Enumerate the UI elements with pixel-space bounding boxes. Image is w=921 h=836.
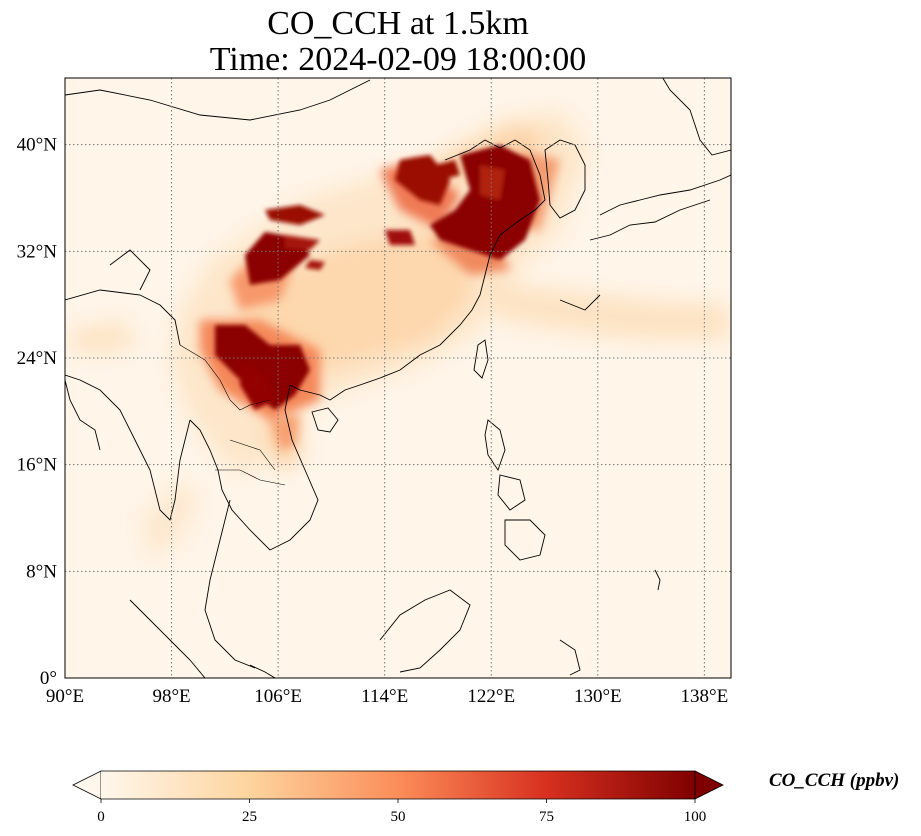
x-tick-label: 138°E: [681, 686, 729, 707]
gridlines: [65, 78, 731, 678]
colorbar-ticks: 0 25 50 75 100: [97, 799, 706, 825]
map-subtitle-time: Time: 2024-02-09 18:00:00: [209, 41, 587, 78]
colorbar-label: CO_CCH (ppbv): [769, 770, 900, 791]
x-tick-label: 130°E: [574, 686, 622, 707]
x-tick-label: 98°E: [152, 686, 190, 707]
longitude-axis: 90°E 98°E 106°E 114°E 122°E 130°E 138°E: [46, 686, 728, 707]
x-tick-label: 114°E: [361, 686, 408, 707]
map-title: CO_CCH at 1.5km: [267, 5, 529, 42]
x-tick-label: 106°E: [254, 686, 302, 707]
colorbar-tick-label: 100: [684, 809, 707, 825]
colorbar-tick-label: 0: [97, 809, 105, 825]
x-tick-label: 122°E: [467, 686, 515, 707]
colorbar-extend-max: [694, 770, 724, 800]
concentration-field: [70, 110, 730, 560]
map-frame: [64, 77, 732, 679]
y-tick-label: 24°N: [17, 348, 58, 369]
coastlines: [65, 78, 731, 678]
y-tick-label: 32°N: [17, 241, 58, 262]
y-tick-label: 40°N: [17, 135, 58, 156]
colorbar-tick-label: 75: [539, 809, 554, 825]
colorbar-tick-label: 50: [391, 809, 406, 825]
colorbar-tick-label: 25: [242, 809, 257, 825]
colorbar-gradient: [101, 771, 695, 799]
latitude-axis: 0° 8°N 16°N 24°N 32°N 40°N: [17, 135, 58, 689]
colorbar-extend-min: [72, 770, 102, 800]
y-tick-label: 0°: [40, 668, 57, 689]
colorbar: 0 25 50 75 100: [72, 770, 724, 825]
x-tick-label: 90°E: [46, 686, 84, 707]
map-panel[interactable]: [65, 40, 731, 678]
y-tick-label: 8°N: [26, 561, 57, 582]
y-tick-label: 16°N: [17, 455, 58, 476]
